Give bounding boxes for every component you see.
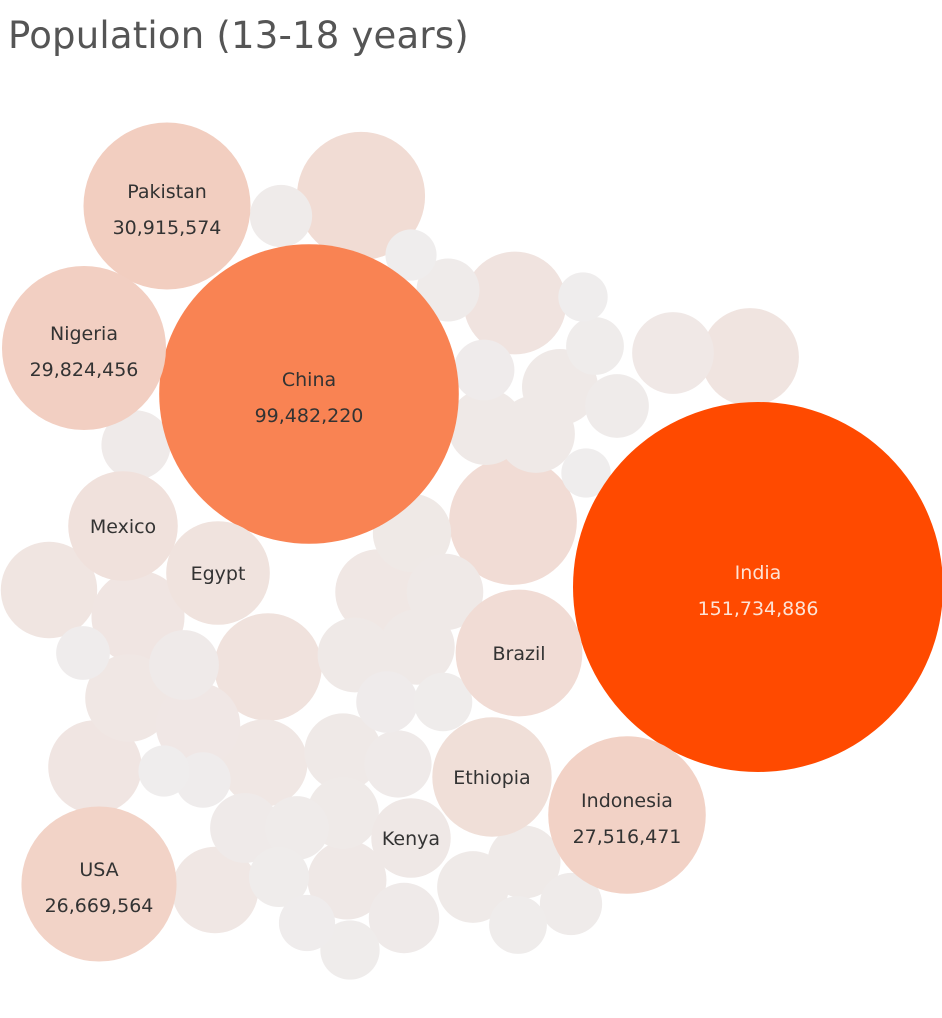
bubble-label-brazil: Brazil — [492, 643, 545, 665]
bubble-egypt[interactable] — [166, 521, 270, 625]
bubble-mexico[interactable] — [68, 471, 178, 581]
bubble-point[interactable] — [437, 851, 509, 923]
bubble-point[interactable] — [149, 630, 219, 700]
bubble-value-nigeria: 29,824,456 — [30, 359, 139, 381]
bubble-point[interactable] — [449, 457, 577, 585]
bubble-point[interactable] — [304, 713, 382, 791]
bubble-label-egypt: Egypt — [191, 563, 246, 585]
bubble-point[interactable] — [0, 541, 98, 639]
bubble-point[interactable] — [320, 920, 380, 980]
bubble-point[interactable] — [171, 846, 259, 934]
bubble-point[interactable] — [175, 752, 231, 808]
bubble-point[interactable] — [85, 654, 173, 742]
bubble-label-pakistan: Pakistan — [127, 181, 207, 203]
bubble-value-pakistan: 30,915,574 — [113, 217, 222, 239]
bubble-point[interactable] — [448, 389, 524, 465]
bubble-india[interactable] — [573, 402, 942, 772]
bubble-point[interactable] — [364, 730, 432, 798]
bubble-label-usa: USA — [79, 859, 118, 881]
bubble-point[interactable] — [585, 374, 649, 438]
bubble-point[interactable] — [278, 894, 336, 952]
bubble-value-usa: 26,669,564 — [45, 895, 154, 917]
bubble-label-mexico: Mexico — [90, 516, 156, 538]
bubble-point[interactable] — [566, 317, 624, 375]
bubble-usa[interactable] — [21, 806, 177, 962]
bubble-indonesia[interactable] — [548, 736, 706, 894]
bubble-point[interactable] — [220, 719, 308, 807]
bubble-pakistan[interactable] — [83, 122, 251, 290]
bubble-point[interactable] — [265, 796, 329, 860]
bubble-point[interactable] — [296, 131, 426, 261]
bubble-china[interactable] — [159, 244, 459, 544]
bubble-label-indonesia: Indonesia — [581, 790, 673, 812]
bubble-point[interactable] — [138, 745, 190, 797]
bubble-point[interactable] — [56, 626, 110, 680]
bubble-point[interactable] — [356, 671, 418, 733]
bubble-point[interactable] — [539, 872, 603, 936]
bubble-point[interactable] — [453, 339, 515, 401]
bubble-label-ethiopia: Ethiopia — [453, 767, 530, 789]
bubble-point[interactable] — [416, 258, 480, 322]
bubble-ethiopia[interactable] — [432, 717, 552, 837]
bubble-point[interactable] — [379, 609, 455, 685]
bubble-point[interactable] — [463, 251, 567, 355]
bubble-point[interactable] — [249, 184, 313, 248]
bubble-point[interactable] — [48, 720, 142, 814]
bubble-label-india: India — [735, 562, 782, 584]
bubble-brazil[interactable] — [455, 589, 583, 717]
bubble-nigeria[interactable] — [1, 265, 167, 431]
bubble-point[interactable] — [413, 672, 473, 732]
bubble-point[interactable] — [335, 549, 421, 635]
bubble-kenya[interactable] — [371, 798, 451, 878]
bubble-label-kenya: Kenya — [382, 828, 440, 850]
labels-layer: India 151,734,886 China 99,482,220 Pakistan 3… — [30, 181, 819, 917]
bubble-point[interactable] — [214, 613, 322, 721]
chart-title: Population (13-18 years) — [8, 14, 469, 57]
bubbles-layer — [0, 122, 942, 980]
bubble-point[interactable] — [701, 308, 799, 406]
bubble-value-china: 99,482,220 — [255, 405, 364, 427]
bubble-label-nigeria: Nigeria — [50, 323, 118, 345]
bubble-point[interactable] — [210, 793, 280, 863]
bubble-point[interactable] — [248, 846, 310, 908]
bubble-point[interactable] — [489, 896, 547, 954]
bubble-point[interactable] — [317, 617, 393, 693]
bubble-value-indonesia: 27,516,471 — [573, 826, 682, 848]
bubble-point[interactable] — [368, 882, 440, 954]
bubble-point[interactable] — [101, 410, 171, 480]
bubble-point[interactable] — [558, 272, 608, 322]
bubble-value-india: 151,734,886 — [698, 598, 819, 620]
bubble-point[interactable] — [632, 312, 714, 394]
bubble-label-china: China — [282, 369, 336, 391]
bubble-point[interactable] — [385, 229, 437, 281]
bubble-point[interactable] — [561, 448, 611, 498]
bubble-point[interactable] — [155, 682, 241, 768]
bubble-point[interactable] — [307, 840, 387, 920]
